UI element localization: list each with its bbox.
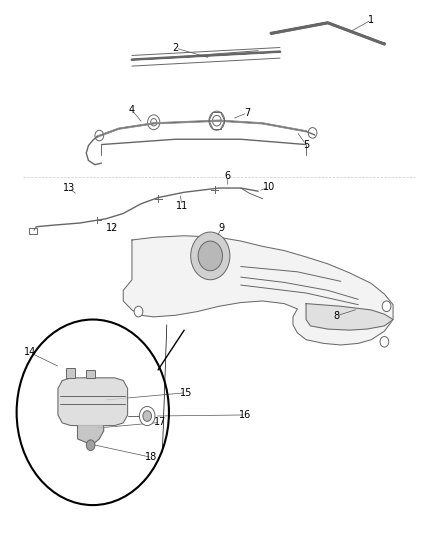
Text: 11: 11 [176, 200, 188, 211]
Circle shape [148, 115, 160, 130]
Polygon shape [58, 378, 127, 425]
Circle shape [382, 301, 391, 312]
Text: 7: 7 [244, 108, 251, 118]
Polygon shape [78, 425, 104, 442]
Bar [66, 368, 75, 378]
Circle shape [209, 111, 225, 130]
Text: 13: 13 [63, 183, 75, 193]
Text: 18: 18 [145, 453, 158, 463]
Text: 2: 2 [172, 43, 179, 53]
Text: 16: 16 [239, 410, 251, 420]
Circle shape [139, 407, 155, 425]
Text: 14: 14 [24, 348, 36, 358]
Polygon shape [306, 304, 393, 330]
Circle shape [191, 232, 230, 280]
Circle shape [86, 440, 95, 450]
Text: 12: 12 [106, 223, 119, 233]
Text: 5: 5 [303, 140, 309, 150]
Circle shape [380, 336, 389, 347]
Text: 9: 9 [218, 223, 224, 233]
Circle shape [134, 306, 143, 317]
Text: 8: 8 [333, 311, 339, 321]
Text: 4: 4 [129, 105, 135, 115]
Text: 17: 17 [154, 417, 166, 427]
Circle shape [143, 411, 152, 421]
Bar [29, 228, 37, 233]
Text: 1: 1 [368, 15, 374, 25]
Text: 15: 15 [180, 387, 193, 398]
Polygon shape [123, 236, 393, 345]
Text: 10: 10 [263, 182, 275, 192]
Bar [86, 370, 95, 378]
Circle shape [198, 241, 223, 271]
Text: 6: 6 [225, 172, 231, 181]
